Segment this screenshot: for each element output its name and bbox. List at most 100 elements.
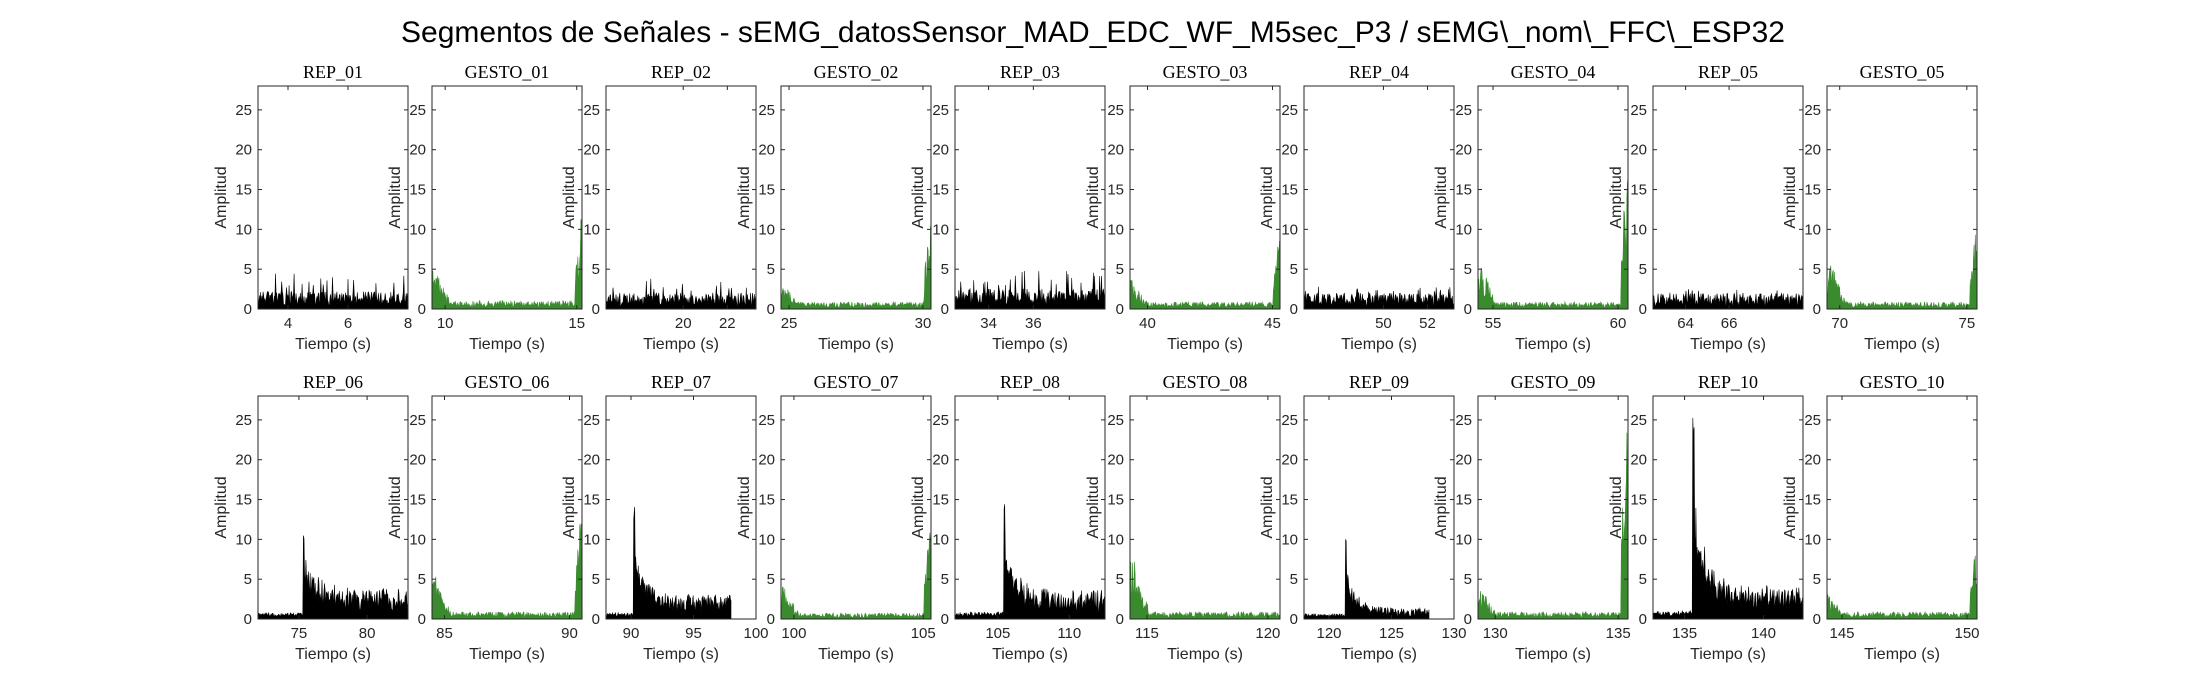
subplot-title: REP_04 — [1349, 62, 1409, 82]
y-tick-label: 25 — [409, 102, 426, 119]
y-tick-label: 20 — [1630, 452, 1647, 469]
y-tick-label: 0 — [1813, 301, 1821, 318]
x-axis-label: Tiempo (s) — [992, 646, 1068, 663]
signal-trace — [1304, 539, 1430, 620]
y-tick-label: 25 — [1804, 412, 1821, 429]
y-tick-label: 15 — [1455, 182, 1472, 199]
axes-box — [257, 395, 409, 620]
x-axis-label: Tiempo (s) — [469, 336, 545, 353]
y-axis-label: Amplitud — [910, 166, 927, 228]
y-axis-label: Amplitud — [561, 476, 578, 538]
signal-trace — [1478, 180, 1628, 310]
y-axis-label: Amplitud — [910, 476, 927, 538]
x-axis-label: Tiempo (s) — [1341, 646, 1417, 663]
y-tick-label: 0 — [1464, 301, 1472, 318]
axes-box — [780, 395, 932, 620]
y-tick-label: 10 — [758, 531, 775, 548]
y-tick-label: 0 — [418, 611, 426, 628]
y-tick-label: 5 — [1813, 261, 1821, 278]
subplot-rep-09: 0 5 10 15 20 25 120 125 130 REP_09 Tiempo (s) Ampli… — [1259, 372, 1467, 663]
axes-box — [1477, 395, 1629, 620]
y-tick-label: 10 — [1281, 221, 1298, 238]
subplot-title: GESTO_01 — [465, 62, 550, 82]
y-tick-label: 20 — [409, 452, 426, 469]
axes-box — [1477, 85, 1629, 310]
y-tick-label: 0 — [1639, 301, 1647, 318]
y-tick-label: 5 — [592, 571, 600, 588]
y-tick-label: 0 — [1290, 611, 1298, 628]
x-tick-label: 135 — [1606, 625, 1631, 642]
y-tick-label: 5 — [1290, 571, 1298, 588]
y-axis-label: Amplitud — [1782, 166, 1799, 228]
y-tick-label: 20 — [409, 142, 426, 159]
y-tick-label: 5 — [418, 261, 426, 278]
subplot-title: GESTO_04 — [1511, 62, 1596, 82]
y-tick-label: 5 — [418, 571, 426, 588]
y-tick-label: 0 — [592, 611, 600, 628]
y-tick-label: 20 — [1281, 452, 1298, 469]
figure-title: Segmentos de Señales - sEMG_datosSensor_… — [401, 16, 1785, 49]
x-tick-label: 52 — [1419, 315, 1436, 332]
x-tick-label: 36 — [1025, 315, 1042, 332]
y-tick-label: 25 — [1804, 102, 1821, 119]
y-tick-label: 5 — [1116, 261, 1124, 278]
signal-trace — [606, 278, 756, 310]
subplot-title: REP_06 — [303, 372, 363, 392]
x-axis-label: Tiempo (s) — [1690, 646, 1766, 663]
y-tick-label: 25 — [583, 102, 600, 119]
x-axis-label: Tiempo (s) — [818, 646, 894, 663]
y-tick-label: 20 — [758, 142, 775, 159]
y-axis-label: Amplitud — [1259, 476, 1276, 538]
signal-trace — [1304, 286, 1454, 310]
y-tick-label: 10 — [932, 221, 949, 238]
subplot-title: REP_02 — [651, 62, 711, 82]
x-tick-label: 8 — [404, 315, 412, 332]
subplot-title: REP_08 — [1000, 372, 1060, 392]
y-tick-label: 10 — [1281, 531, 1298, 548]
y-tick-label: 15 — [1281, 492, 1298, 509]
subplot-title: REP_03 — [1000, 62, 1060, 82]
subplot-title: REP_01 — [303, 62, 363, 82]
x-tick-label: 75 — [1958, 315, 1975, 332]
axes-box — [780, 85, 932, 310]
y-tick-label: 0 — [767, 611, 775, 628]
y-axis-label: Amplitud — [1782, 476, 1799, 538]
x-axis-label: Tiempo (s) — [643, 336, 719, 353]
x-tick-label: 6 — [344, 315, 352, 332]
y-tick-label: 10 — [235, 531, 252, 548]
signal-trace — [1827, 555, 1977, 620]
y-tick-label: 15 — [758, 492, 775, 509]
y-axis-label: Amplitud — [387, 166, 404, 228]
y-tick-label: 0 — [1116, 611, 1124, 628]
signal-trace — [1478, 432, 1628, 620]
y-axis-label: Amplitud — [387, 476, 404, 538]
y-axis-label: Amplitud — [1085, 166, 1102, 228]
x-tick-label: 30 — [915, 315, 932, 332]
x-tick-label: 20 — [675, 315, 692, 332]
y-tick-label: 5 — [767, 261, 775, 278]
y-tick-label: 5 — [1639, 261, 1647, 278]
x-axis-label: Tiempo (s) — [295, 336, 371, 353]
subplot-title: GESTO_06 — [465, 372, 550, 392]
y-tick-label: 20 — [932, 452, 949, 469]
subplot-title: REP_07 — [651, 372, 711, 392]
x-tick-label: 45 — [1264, 315, 1281, 332]
subplot-gesto-08: 0 5 10 15 20 25 115 120 GESTO_08 Tiempo (s) Amplit… — [1085, 372, 1281, 663]
axes-box — [431, 395, 583, 620]
subplot-title: REP_09 — [1349, 372, 1409, 392]
x-tick-label: 64 — [1677, 315, 1694, 332]
y-tick-label: 25 — [235, 102, 252, 119]
y-tick-label: 10 — [235, 221, 252, 238]
y-tick-label: 15 — [583, 492, 600, 509]
y-tick-label: 25 — [1107, 102, 1124, 119]
y-axis-label: Amplitud — [1433, 166, 1450, 228]
y-tick-label: 25 — [932, 412, 949, 429]
subplot-grid: 0 5 10 15 20 25 4 6 8 REP_01 Tiempo (s) Amplitud 0 5 1… — [213, 62, 1980, 663]
x-tick-label: 34 — [980, 315, 997, 332]
signal-trace — [955, 270, 1105, 310]
subplot-title: GESTO_10 — [1860, 372, 1945, 392]
x-tick-label: 110 — [1057, 625, 1081, 642]
y-tick-label: 25 — [758, 102, 775, 119]
y-tick-label: 25 — [1281, 102, 1298, 119]
